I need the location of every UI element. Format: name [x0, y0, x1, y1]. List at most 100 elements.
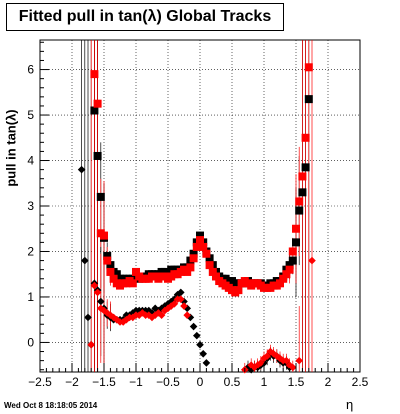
marker-diamond [145, 306, 153, 315]
marker-diamond [295, 356, 303, 365]
marker-diamond [122, 315, 131, 324]
marker-diamond [148, 309, 156, 317]
marker-square [90, 106, 99, 115]
marker-diamond [180, 302, 188, 310]
y-tick-label: 6 [27, 63, 34, 77]
marker-square [96, 192, 105, 201]
marker-square [208, 267, 217, 276]
y-tick-label: 3 [27, 199, 34, 213]
marker-diamond [87, 340, 95, 349]
marker-square [202, 249, 211, 258]
marker-diamond [308, 256, 316, 265]
y-tick-label: 4 [27, 154, 34, 168]
marker-diamond [103, 309, 111, 317]
marker-square [196, 236, 204, 245]
marker-square [205, 254, 214, 263]
y-tick-label: 5 [27, 108, 34, 122]
marker-diamond [193, 331, 201, 340]
marker-square [285, 261, 294, 270]
marker-square [103, 252, 112, 261]
y-tick-label: 1 [27, 290, 34, 304]
marker-diamond [189, 322, 198, 331]
marker-diamond [157, 311, 166, 319]
marker-diamond [167, 297, 175, 306]
marker-square [205, 261, 214, 270]
y-tick-label: 2 [27, 244, 34, 258]
marker-square [106, 267, 115, 276]
marker-square [128, 279, 137, 288]
marker-square [292, 238, 300, 247]
marker-diamond [257, 359, 265, 367]
marker-square [93, 99, 102, 108]
datestamp: Wed Oct 8 18:18:05 2014 [4, 401, 98, 410]
data-markers [77, 63, 316, 374]
marker-square [298, 188, 307, 197]
marker-square [301, 163, 310, 172]
y-axis-label: pull in tan(λ) [3, 109, 19, 187]
marker-square [189, 254, 198, 263]
marker-square [196, 231, 204, 240]
x-tick-label: 0 [197, 375, 204, 389]
marker-square [288, 247, 297, 256]
marker-diamond [167, 302, 175, 310]
x-tick-label: −1 [129, 375, 143, 389]
marker-diamond [161, 306, 169, 315]
marker-diamond [77, 165, 86, 174]
axes: −2.5 −2 −1.5 −1 −0.5 0 0.5 1 1.5 2 2.5 0 1 2 3 4 5 6 [27, 41, 369, 389]
marker-diamond [282, 356, 291, 365]
marker-diamond [90, 281, 99, 290]
marker-square [212, 272, 220, 281]
marker-diamond [173, 290, 182, 299]
x-tick-label: −2.5 [28, 375, 52, 389]
marker-square [282, 270, 291, 279]
marker-diamond [81, 256, 89, 265]
marker-diamond [250, 363, 259, 372]
marker-diamond [196, 340, 204, 349]
marker-diamond [266, 347, 275, 356]
marker-square [192, 242, 201, 251]
marker-diamond [177, 295, 185, 304]
marker-diamond [183, 304, 191, 313]
marker-diamond [183, 311, 191, 319]
marker-diamond [135, 311, 143, 319]
marker-square [301, 133, 310, 142]
marker-diamond [260, 354, 268, 363]
marker-diamond [93, 288, 102, 297]
marker-square [304, 63, 313, 72]
marker-square [189, 249, 198, 258]
marker-diamond [129, 309, 137, 317]
x-tick-label: 2 [325, 375, 332, 389]
marker-diamond [145, 311, 153, 319]
marker-square [295, 197, 304, 206]
marker-diamond [285, 361, 294, 369]
marker-diamond [247, 361, 255, 369]
marker-diamond [129, 313, 137, 322]
marker-diamond [289, 363, 297, 372]
y-tick-label: 0 [27, 335, 34, 349]
marker-diamond [263, 352, 271, 360]
marker-diamond [109, 313, 118, 322]
marker-square [103, 256, 112, 265]
marker-square [304, 95, 313, 104]
marker-square [285, 265, 294, 274]
marker-square [132, 267, 140, 276]
x-axis-label: η [346, 397, 354, 412]
marker-square [90, 70, 99, 79]
marker-square [276, 279, 284, 288]
x-tick-label: −2 [65, 375, 79, 389]
marker-diamond [199, 350, 207, 358]
marker-square [100, 231, 108, 240]
marker-square [183, 267, 192, 276]
marker-square [186, 263, 195, 272]
marker-diamond [151, 304, 159, 313]
marker-square [106, 261, 115, 270]
marker-diamond [151, 311, 159, 319]
marker-diamond [273, 352, 281, 360]
marker-diamond [97, 297, 105, 306]
marker-diamond [202, 359, 211, 367]
marker-diamond [161, 302, 169, 310]
marker-square [288, 256, 297, 265]
x-tick-label: 1 [261, 375, 268, 389]
x-tick-label: 1.5 [288, 375, 305, 389]
